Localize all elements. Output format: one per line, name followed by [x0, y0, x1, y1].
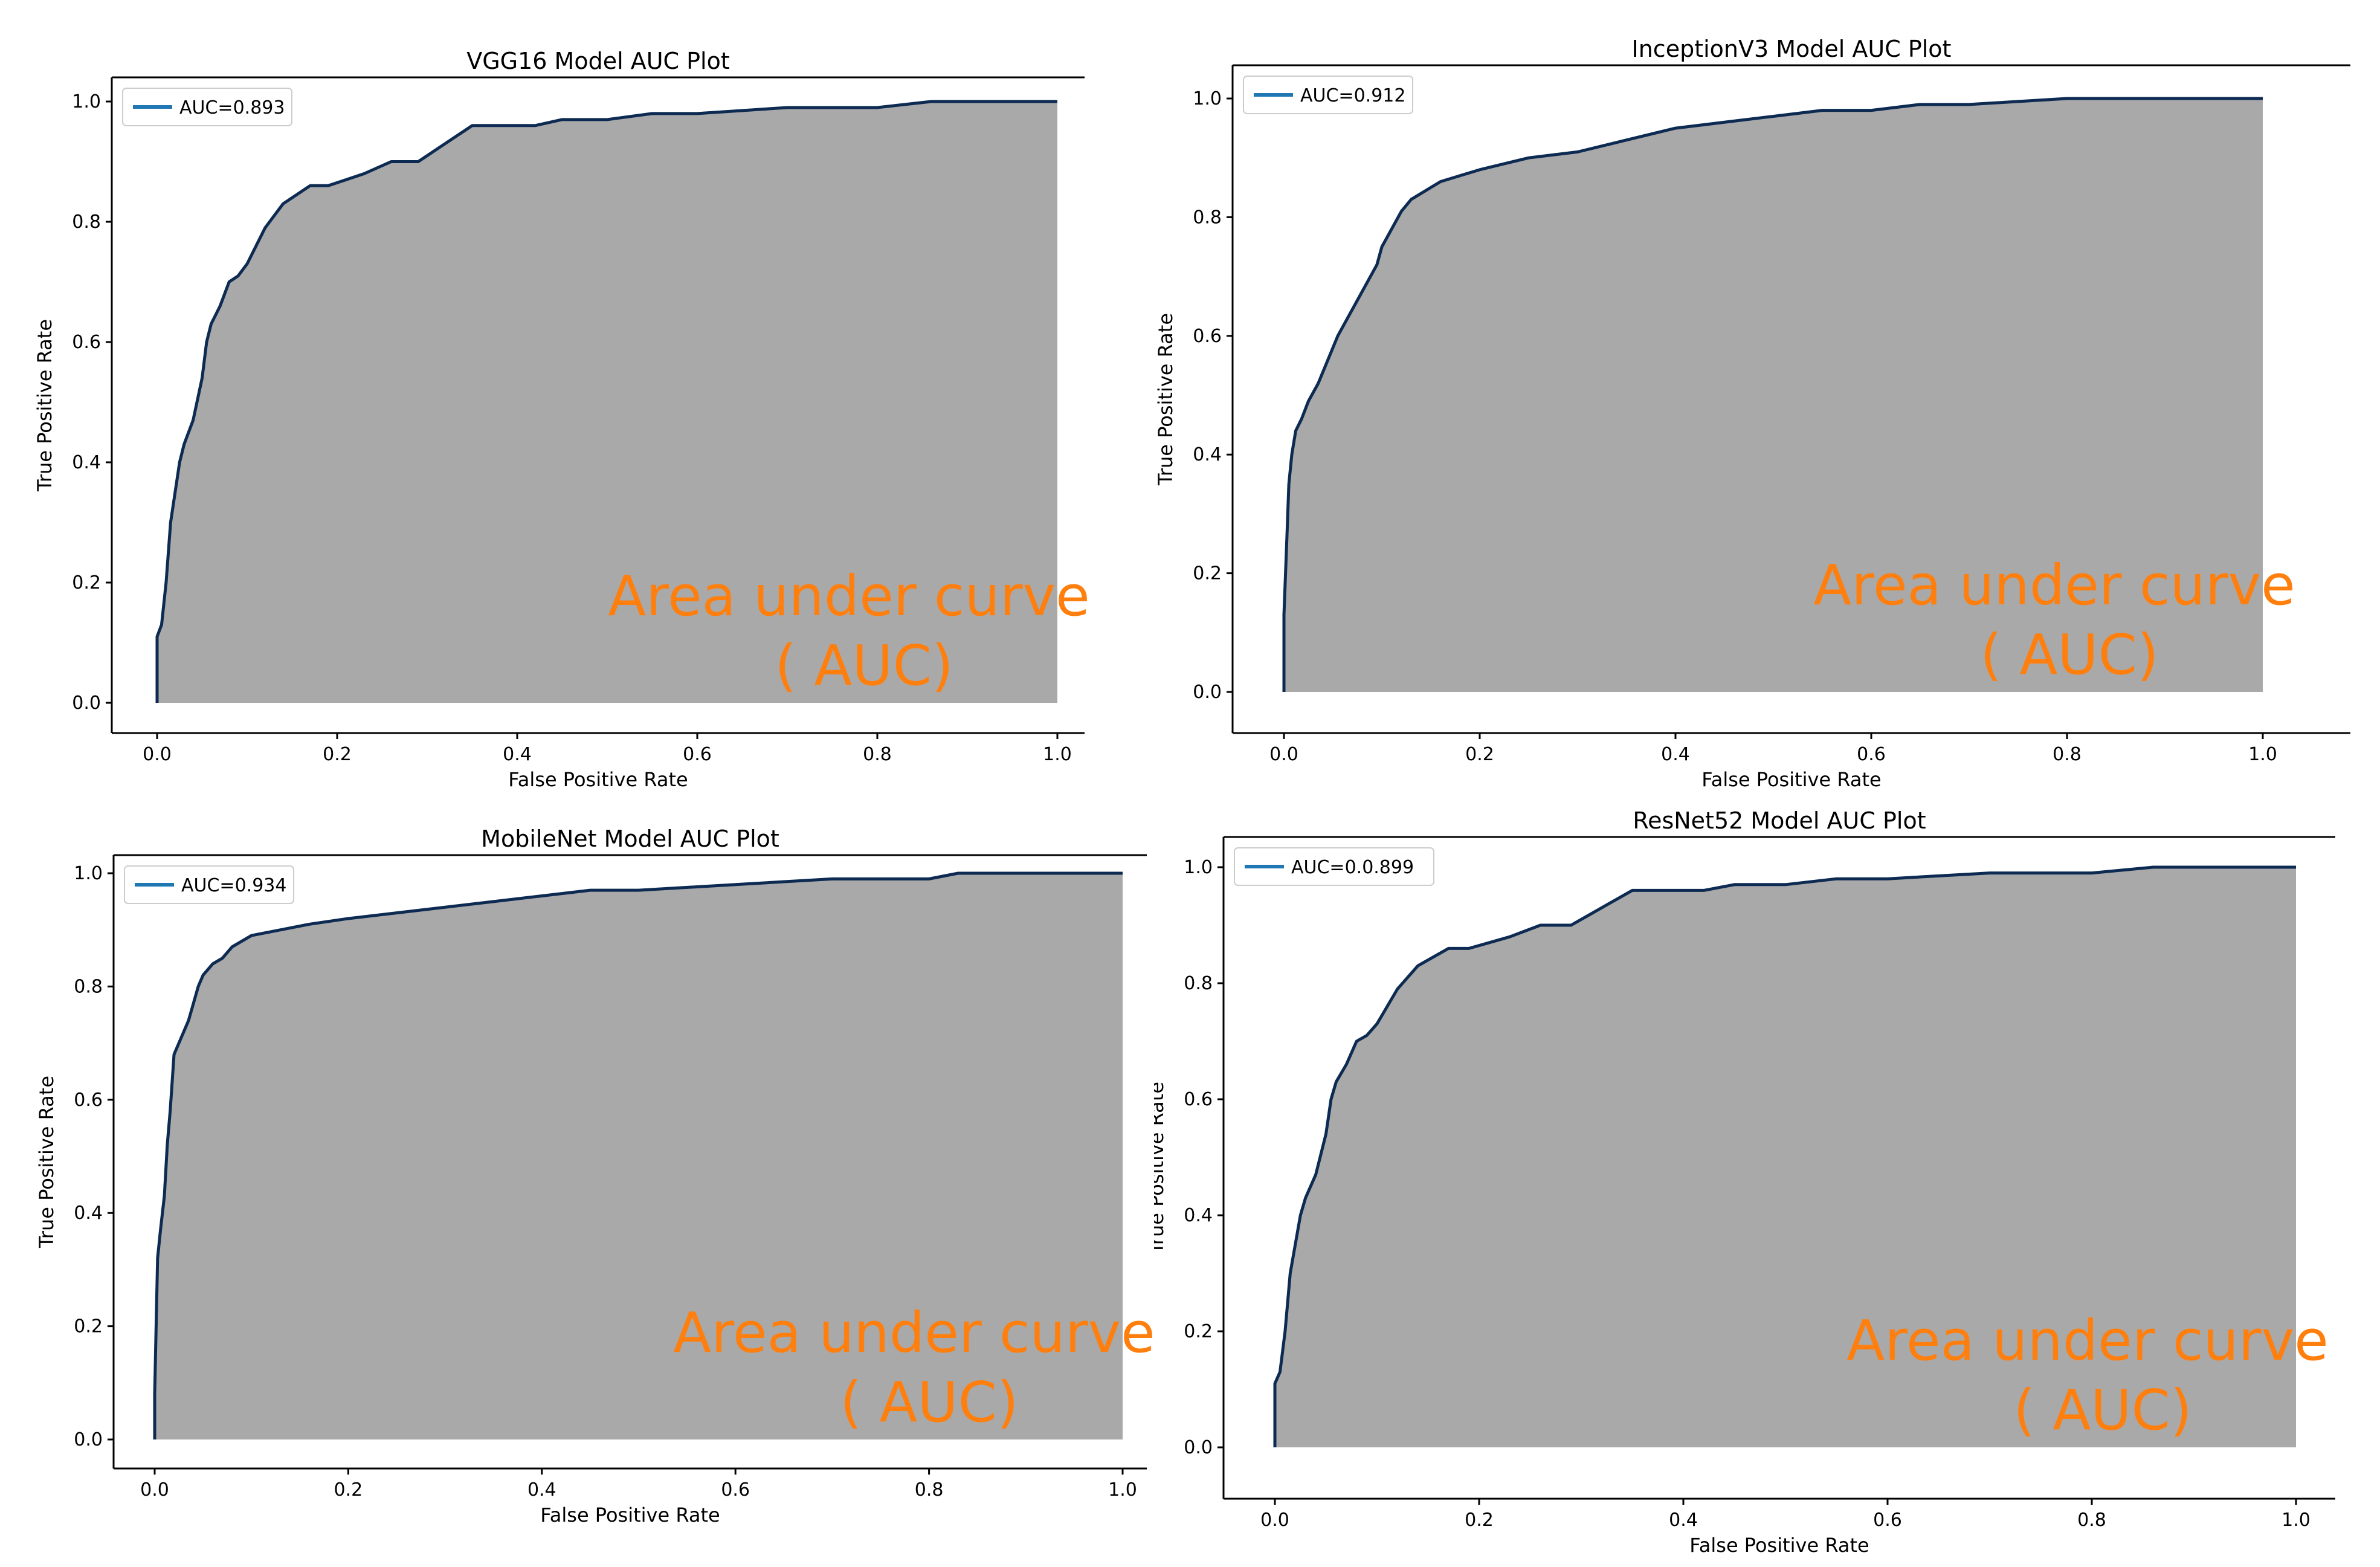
- y-tick-label: 0.6: [72, 332, 101, 353]
- y-axis-label: True Positive Rate: [35, 1076, 58, 1249]
- y-tick-label: 0.0: [72, 693, 101, 714]
- roc-curve-line: [1282, 97, 2263, 692]
- inceptionv3-auc-panel: 0.0 0.2 0.4 0.6 0.8 1.0 0.0 0.2 0.4 0.6 0.8 1.0 Ince…: [1148, 23, 2362, 793]
- x-tick-label: 0.8: [2053, 744, 2082, 765]
- vgg16-auc-chart: 0.0 0.2 0.4 0.6 0.8 1.0 0.0 0.2 0.4 0.6 0.8 1.0 VGG1…: [33, 48, 1090, 791]
- y-tick-label: 0.0: [74, 1429, 103, 1450]
- x-tick-label: 0.2: [323, 744, 352, 765]
- x-tick-label: 0.8: [2077, 1510, 2106, 1531]
- x-tick-label: 0.4: [527, 1479, 556, 1501]
- y-tick-label: 0.2: [74, 1316, 103, 1337]
- legend-box: [122, 88, 292, 126]
- legend-box: [1243, 76, 1413, 114]
- x-tick-label: 1.0: [2282, 1510, 2311, 1531]
- y-tick-label: 0.8: [74, 976, 103, 997]
- inceptionv3-auc-chart: 0.0 0.2 0.4 0.6 0.8 1.0 0.0 0.2 0.4 0.6 0.8 1.0 Ince…: [1154, 36, 2350, 791]
- x-axis-label: False Positive Rate: [1689, 1534, 1869, 1557]
- x-tick-label: 0.4: [1669, 1510, 1698, 1531]
- x-tick-label: 0.6: [721, 1479, 750, 1501]
- x-axis-label: False Positive Rate: [508, 768, 688, 791]
- y-tick-label: 1.0: [72, 91, 101, 112]
- x-tick-label: 1.0: [2248, 744, 2277, 765]
- y-tick-label: 0.8: [1184, 973, 1213, 994]
- x-tick-label: 0.2: [1465, 1510, 1494, 1531]
- y-axis-label: True Positive Rate: [1154, 1082, 1168, 1255]
- x-tick-label: 0.0: [143, 744, 172, 765]
- y-tick-label: 0.6: [1193, 326, 1222, 347]
- y-tick-label: 1.0: [74, 863, 103, 884]
- x-tick-label: 0.4: [1661, 744, 1690, 765]
- y-tick-label: 0.4: [1193, 444, 1222, 465]
- roc-curve-line: [155, 100, 1057, 703]
- auc-annotation-line1: Area under curve: [1813, 553, 2295, 618]
- x-tick-label: 0.4: [503, 744, 532, 765]
- auc-annotation-line1: Area under curve: [673, 1300, 1155, 1365]
- y-tick-label: 0.4: [74, 1203, 103, 1224]
- x-tick-label: 0.8: [863, 744, 892, 765]
- auc-annotation-line2: ( AUC): [1980, 622, 2159, 687]
- x-tick-label: 0.0: [1260, 1510, 1289, 1531]
- chart-title: MobileNet Model AUC Plot: [481, 826, 779, 852]
- x-tick-label: 0.0: [140, 1479, 169, 1501]
- auc-area: [157, 102, 1057, 703]
- mobilenet-auc-chart: 0.0 0.2 0.4 0.6 0.8 1.0 0.0 0.2 0.4 0.6 0.8 1.0 Mobi…: [35, 826, 1155, 1527]
- x-tick-label: 1.0: [1108, 1479, 1137, 1501]
- roc-curve-line: [153, 871, 1123, 1439]
- y-tick-label: 0.2: [1193, 563, 1222, 584]
- legend-label: AUC=0.912: [1300, 85, 1405, 106]
- x-tick-label: 0.6: [1857, 744, 1886, 765]
- y-tick-label: 0.0: [1193, 682, 1222, 703]
- legend-label: AUC=0.893: [179, 97, 285, 118]
- auc-area: [155, 873, 1123, 1439]
- mobilenet-auc-panel: 0.0 0.2 0.4 0.6 0.8 1.0 0.0 0.2 0.4 0.6 0.8 1.0 Mobi…: [23, 798, 1168, 1557]
- auc-annotation-line2: ( AUC): [775, 633, 953, 698]
- chart-title: ResNet52 Model AUC Plot: [1633, 807, 1926, 834]
- y-tick-label: 0.8: [72, 212, 101, 233]
- vgg16-auc-panel: 0.0 0.2 0.4 0.6 0.8 1.0 0.0 0.2 0.4 0.6 0.8 1.0 VGG1…: [33, 32, 1178, 792]
- auc-annotation-line2: ( AUC): [840, 1370, 1019, 1435]
- y-tick-label: 0.6: [74, 1090, 103, 1111]
- y-tick-label: 0.4: [1184, 1205, 1213, 1226]
- y-tick-label: 1.0: [1184, 857, 1213, 878]
- y-tick-label: 0.6: [1184, 1089, 1213, 1110]
- legend-label: AUC=0.934: [181, 875, 286, 896]
- y-tick-label: 0.8: [1193, 207, 1222, 228]
- y-tick-label: 0.2: [1184, 1321, 1213, 1342]
- chart-title: VGG16 Model AUC Plot: [466, 48, 730, 74]
- x-tick-label: 0.2: [1465, 744, 1494, 765]
- chart-title: InceptionV3 Model AUC Plot: [1632, 36, 1952, 62]
- legend-box: [124, 865, 294, 904]
- y-tick-label: 0.4: [72, 452, 101, 473]
- auc-area: [1275, 867, 2296, 1447]
- x-tick-label: 0.6: [1873, 1510, 1902, 1531]
- x-tick-label: 0.0: [1269, 744, 1298, 765]
- x-tick-label: 0.8: [915, 1479, 944, 1501]
- y-axis-label: True Positive Rate: [33, 319, 56, 492]
- resnet52-auc-panel: 0.0 0.2 0.4 0.6 0.8 1.0 0.0 0.2 0.4 0.6 0.8 1.0 ResN…: [1154, 798, 2362, 1557]
- legend-label: AUC=0.0.899: [1291, 857, 1414, 878]
- auc-annotation-line2: ( AUC): [2013, 1378, 2192, 1443]
- roc-curve-line: [1273, 865, 2296, 1447]
- x-axis-label: False Positive Rate: [540, 1504, 720, 1527]
- x-tick-label: 0.6: [683, 744, 712, 765]
- resnet52-auc-chart: 0.0 0.2 0.4 0.6 0.8 1.0 0.0 0.2 0.4 0.6 0.8 1.0 ResN…: [1154, 807, 2335, 1557]
- legend-box: [1234, 847, 1434, 886]
- x-axis-label: False Positive Rate: [1701, 768, 1881, 791]
- y-tick-label: 0.2: [72, 572, 101, 593]
- y-tick-label: 1.0: [1193, 88, 1222, 109]
- x-tick-label: 0.2: [334, 1479, 363, 1501]
- y-axis-label: True Positive Rate: [1154, 313, 1177, 486]
- auc-annotation-line1: Area under curve: [608, 564, 1089, 628]
- auc-area: [1284, 99, 2263, 692]
- x-tick-label: 1.0: [1043, 744, 1072, 765]
- y-tick-label: 0.0: [1184, 1437, 1213, 1458]
- auc-annotation-line1: Area under curve: [1846, 1308, 2328, 1373]
